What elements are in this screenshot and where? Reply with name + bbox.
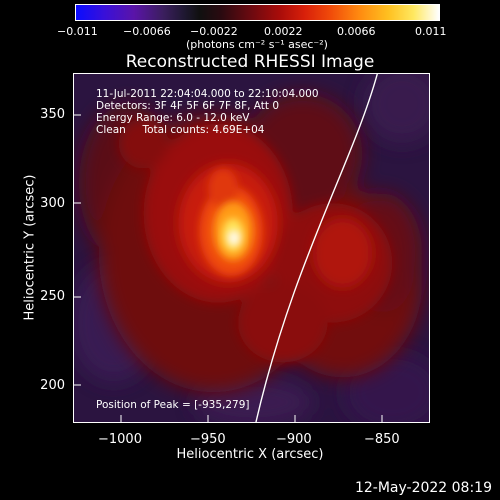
solar-limb-line [255, 74, 378, 422]
colorbar-unit-label: (photons cm⁻² s⁻¹ asec⁻²) [186, 38, 328, 51]
colorbar-tick: −0.0022 [190, 25, 238, 38]
energy-range-text: Energy Range: 6.0 - 12.0 keV [96, 112, 250, 124]
colorbar-tick: 0.0022 [264, 25, 303, 38]
x-axis-label: Heliocentric X (arcsec) [176, 447, 324, 462]
y-tick-label: 300 [40, 196, 65, 211]
colorbar-tick: −0.0066 [123, 25, 171, 38]
colorbar-tick: −0.011 [57, 25, 98, 38]
x-tick-label: −1000 [98, 432, 142, 447]
detectors-text: Detectors: 3F 4F 5F 6F 7F 8F, Att 0 [96, 100, 280, 112]
peak-position-text: Position of Peak = [-935,279] [96, 399, 250, 411]
x-tick-label: −900 [276, 432, 312, 447]
colorbar-tick: 0.0066 [337, 25, 376, 38]
plot-area: 11-Jul-2011 22:04:04.000 to 22:10:04.000… [73, 73, 430, 423]
y-tick-label: 200 [40, 378, 65, 393]
colorbar [75, 4, 440, 21]
date-stamp: 12-May-2022 08:19 [354, 480, 492, 496]
y-tick-label: 250 [40, 289, 65, 304]
x-tick-label: −950 [190, 432, 226, 447]
y-axis-label: Heliocentric Y (arcsec) [22, 174, 38, 321]
y-tick-label: 350 [40, 107, 65, 122]
time-range-text: 11-Jul-2011 22:04:04.000 to 22:10:04.000 [96, 88, 319, 100]
plot-title: Reconstructed RHESSI Image [125, 52, 375, 72]
x-tick-label: −850 [364, 432, 400, 447]
colorbar-tick: 0.011 [415, 25, 447, 38]
method-counts-text: Clean Total counts: 4.69E+04 [96, 124, 265, 136]
rhessi-image [74, 74, 429, 422]
